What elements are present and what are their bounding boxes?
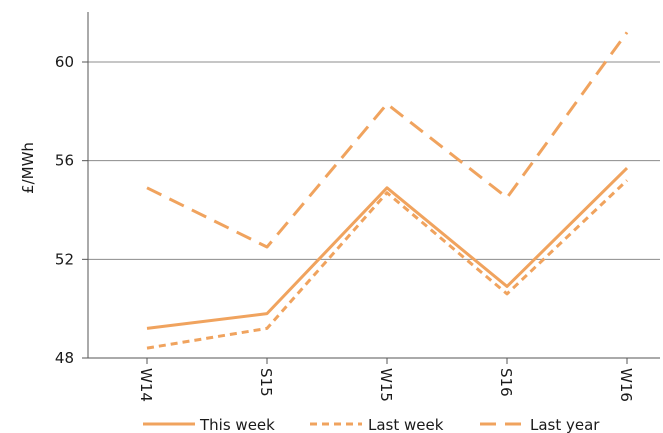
series-lines (146, 31, 629, 350)
x-tick-label: W15 (377, 368, 395, 402)
y-tick-label: 52 (55, 250, 74, 268)
gridlines (88, 61, 660, 359)
legend-label: This week (199, 416, 275, 433)
legend-label: Last year (530, 416, 600, 433)
x-tick-label: S15 (257, 368, 275, 397)
series-line (146, 31, 629, 249)
y-axis-title: £/MWh (19, 142, 37, 194)
y-tick-label: 60 (55, 53, 74, 71)
x-axis-ticks: W14 S15 W15 S16 W16 (137, 358, 635, 402)
x-tick-label: W16 (617, 368, 635, 402)
x-tick-label: S16 (497, 368, 515, 397)
x-tick-label: W14 (137, 368, 155, 402)
y-tick-label: 48 (55, 349, 74, 367)
series-line (146, 179, 629, 350)
y-tick-label: 56 (55, 152, 74, 170)
legend: This week Last week Last year (143, 416, 600, 433)
legend-label: Last week (368, 416, 444, 433)
y-axis-ticks: 48 52 56 60 (55, 53, 88, 367)
